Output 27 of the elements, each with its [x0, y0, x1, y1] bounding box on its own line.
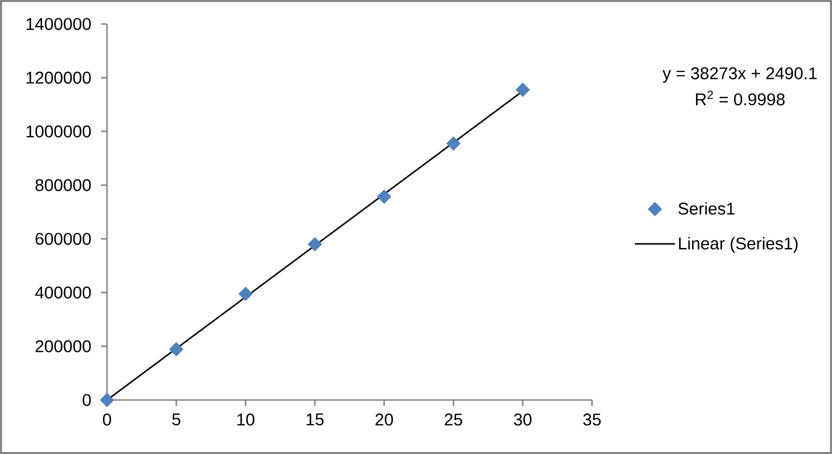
y-tick-label: 800000 [35, 179, 91, 192]
legend-label: Series1 [678, 202, 734, 215]
y-tick-label: 200000 [36, 340, 91, 352]
legend-label: Linear (Series1) [679, 237, 798, 253]
point [516, 82, 530, 97]
x-tick-label: 20 [376, 414, 393, 426]
point [308, 237, 322, 252]
y-tick-label: 1400000 [26, 18, 91, 30]
point [169, 342, 184, 356]
x-tick-label: 0 [102, 414, 112, 426]
x-tick-label: 25 [444, 414, 462, 426]
text: R$^{2}$ = 0.9998 [696, 90, 785, 106]
y-tick-label: 400000 [35, 286, 91, 299]
y-tick-label: 1000000 [26, 125, 91, 138]
text: y = 38273x + 2490.1 [662, 67, 817, 83]
point [238, 286, 253, 302]
y-tick-label: 600000 [36, 232, 91, 245]
x-tick-label: 30 [514, 414, 532, 426]
x-tick-label: 10 [237, 414, 254, 426]
point [446, 136, 461, 151]
x-tick-label: 15 [306, 414, 324, 426]
point [100, 392, 114, 408]
x-tick-label: 35 [583, 414, 601, 426]
point [376, 189, 392, 204]
y-tick-label: 0 [82, 394, 91, 406]
y-tick-label: 1200000 [26, 72, 91, 84]
x-tick-label: 5 [172, 414, 180, 426]
